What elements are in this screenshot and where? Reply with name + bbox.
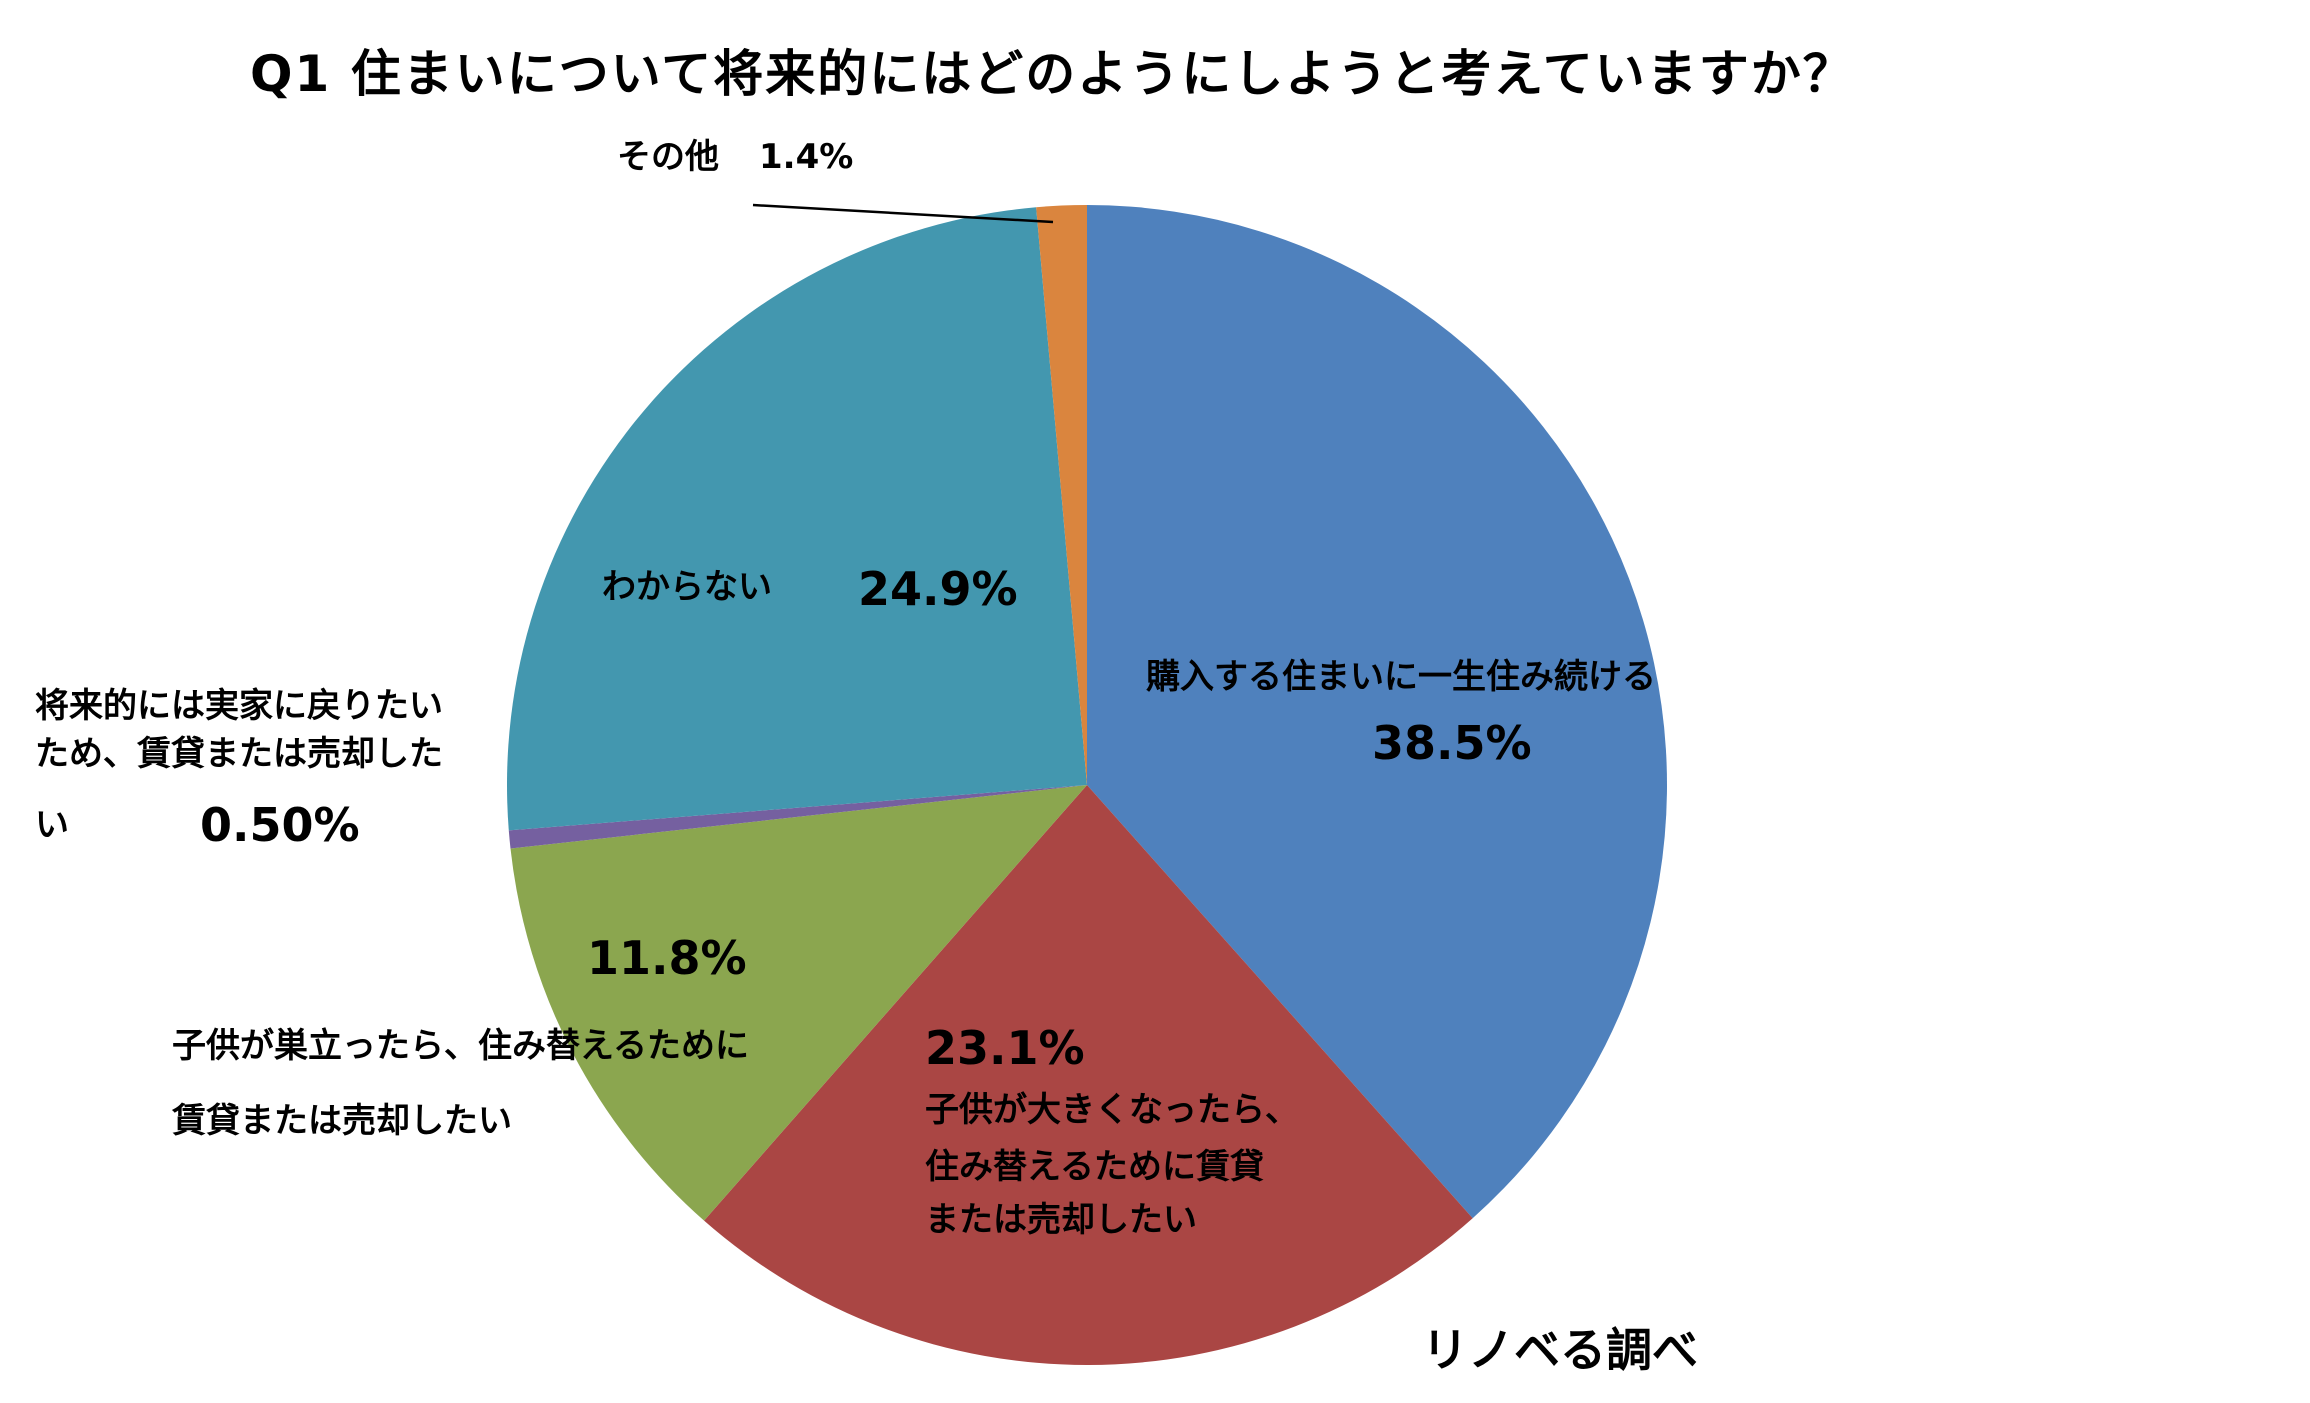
label-return-home-line1: 将来的には実家に戻りたい <box>35 686 443 726</box>
pie-slice <box>1036 205 1087 785</box>
label-return-home-line3: い <box>35 805 69 845</box>
pie-slices <box>507 205 1667 1365</box>
pct-kids-leave: 11.8% <box>587 931 747 985</box>
source-note: リノベる調べ <box>1422 1323 1698 1377</box>
label-unknown: わからない <box>602 567 772 607</box>
pie-slice <box>507 207 1087 831</box>
pie-slice <box>508 785 1087 849</box>
pie-slice <box>510 785 1088 1221</box>
label-kids-leave-line1: 子供が巣立ったら、住み替えるために <box>172 1026 749 1066</box>
label-kids-grow-line1: 子供が大きくなったら、 <box>925 1090 1299 1130</box>
pie-slice <box>1087 205 1667 1219</box>
label-kids-grow-line2: 住み替えるために賃貸 <box>925 1147 1264 1187</box>
other-leader-line <box>752 203 1054 224</box>
pct-buy-live-forever: 38.5% <box>1372 716 1532 770</box>
label-other-name: その他 <box>617 137 719 177</box>
label-other-pct: 1.4% <box>759 137 854 177</box>
label-other: その他 1.4% <box>617 140 853 174</box>
label-buy-live-forever: 購入する住まいに一生住み続ける <box>1146 657 1656 697</box>
label-kids-grow-line3: または売却したい <box>925 1200 1197 1240</box>
label-return-home-line2: ため、賃貸または売却した <box>35 734 443 774</box>
chart-title: Q1 住まいについて将来的にはどのようにしようと考えていますか？ <box>250 45 1855 103</box>
pct-return-home: 0.50% <box>200 798 360 852</box>
pct-unknown: 24.9% <box>858 562 1018 616</box>
pct-kids-grow: 23.1% <box>925 1021 1085 1075</box>
label-kids-leave-line2: 賃貸または売却したい <box>172 1101 512 1141</box>
pie-slice <box>704 785 1473 1365</box>
